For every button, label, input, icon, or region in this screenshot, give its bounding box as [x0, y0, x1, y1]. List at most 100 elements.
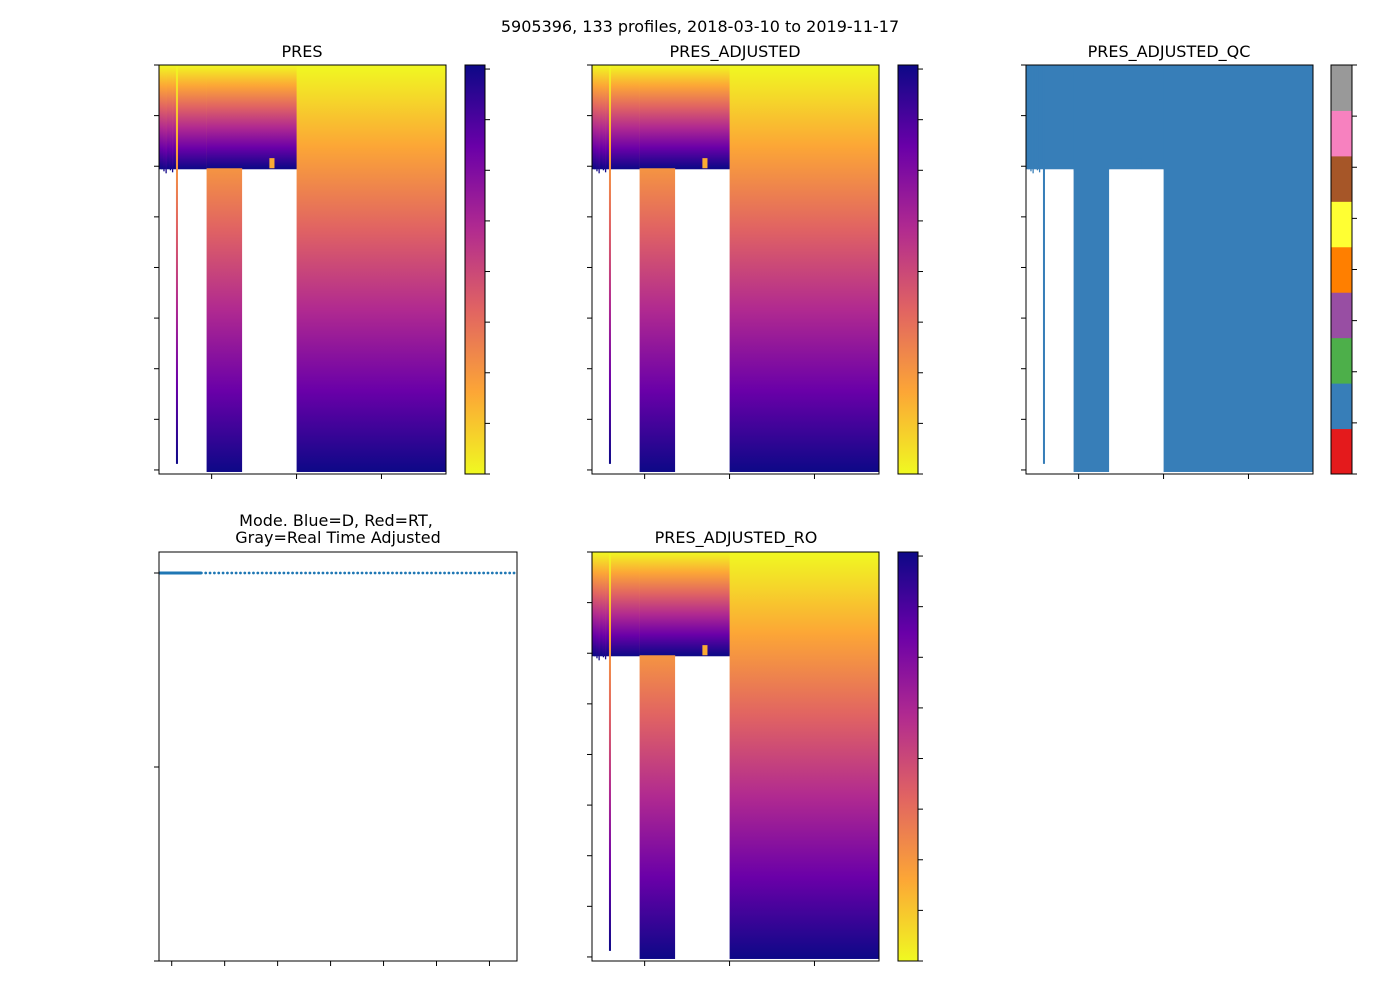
pres-profile-column	[159, 65, 161, 168]
pres_adjusted_ro-profile-column	[604, 552, 607, 660]
mode-point	[308, 571, 312, 575]
pres_adjusted_qc-profile-column	[1030, 65, 1032, 172]
mode-point	[395, 571, 399, 575]
mode-point	[404, 571, 407, 575]
mode-point	[451, 571, 455, 575]
pres-deep-cast-overlay	[175, 65, 178, 464]
pres-left-gap	[159, 178, 162, 474]
mode-point	[252, 571, 255, 575]
pres_adjusted_qc-colorbar-segment	[1331, 428, 1352, 475]
pres_adjusted_qc-data-gap	[1042, 170, 1074, 474]
mode-point	[286, 571, 290, 575]
mode-point	[221, 571, 225, 575]
pres-bump	[269, 158, 275, 169]
mode-point	[273, 571, 277, 575]
mode-point	[430, 571, 433, 575]
panel-pres-adjusted: PRES_ADJUSTED	[587, 42, 923, 479]
panel-title-pres: PRES	[281, 42, 322, 61]
pres-adjusted-qc-colorbar	[1330, 64, 1357, 475]
pres-profile-column	[169, 65, 172, 171]
pres_adjusted_ro-data-gap	[608, 657, 640, 961]
pres_adjusted_ro-profile-column	[596, 552, 598, 659]
pres_adjusted_qc-profile-column	[1038, 65, 1041, 173]
pres_adjusted_ro-mid-band	[639, 552, 730, 656]
pres-data-gap	[242, 169, 297, 474]
mode-point	[312, 571, 316, 575]
mode-point	[330, 571, 334, 575]
figure-suptitle: 5905396, 133 profiles, 2018-03-10 to 201…	[501, 17, 899, 36]
mode-point	[230, 571, 234, 575]
mode-point	[412, 571, 416, 575]
pres_adjusted_ro-profile-column	[602, 552, 605, 658]
pres-mid-band	[206, 65, 297, 169]
pres_adjusted-profile-column	[604, 65, 607, 173]
mode-point	[495, 571, 499, 575]
pres_adjusted_ro-profile-column	[592, 552, 594, 655]
pres-colorbar-frame	[464, 64, 486, 475]
pres_adjusted-bump	[702, 158, 708, 169]
pres_adjusted-left-gap	[592, 178, 595, 474]
mode-series	[159, 571, 516, 575]
pres_adjusted_qc-left-gap	[1026, 178, 1029, 474]
pres_adjusted-data-gap	[675, 169, 730, 474]
panel-title-pres-adjusted-qc: PRES_ADJUSTED_QC	[1088, 42, 1251, 62]
mode-point	[399, 571, 403, 575]
mode-point	[382, 571, 386, 575]
mode-point	[482, 571, 486, 575]
mode-point	[351, 571, 355, 575]
mode-point	[364, 571, 368, 575]
mode-point	[443, 571, 446, 575]
mode-point	[256, 571, 260, 575]
pres-profile-column	[171, 65, 174, 173]
panel-pres: PRES	[154, 42, 490, 479]
pres_adjusted_ro-profile-column	[607, 552, 609, 655]
mode-point	[408, 571, 412, 575]
pres_adjusted_ro-profile-column	[600, 552, 602, 656]
pres_adjusted_ro-profile-column	[598, 552, 600, 661]
mode-x-axis	[171, 961, 490, 966]
mode-y-axis	[154, 572, 159, 962]
pres_adjusted_ro-profile-column	[594, 552, 596, 657]
mode-point	[512, 571, 516, 575]
pres-adjusted-ro-y-axis	[587, 551, 592, 958]
mode-point	[473, 571, 477, 575]
mode-point	[490, 571, 494, 575]
pres_adjusted_qc-data-gap	[1109, 169, 1164, 474]
mode-point	[425, 571, 429, 575]
mode-point	[373, 571, 377, 575]
mode-point	[295, 571, 299, 575]
pres_adjusted-data-gap	[608, 170, 640, 474]
pres-data-gap	[175, 170, 207, 474]
pres_adjusted-colorbar-frame	[897, 64, 919, 475]
mode-point	[239, 571, 242, 575]
mode-point	[343, 571, 347, 575]
mode-point	[204, 571, 208, 575]
mode-point	[243, 571, 247, 575]
pres-profile-column	[167, 65, 169, 169]
mode-point	[226, 571, 229, 575]
pres_adjusted_ro-colorbar-gradient	[898, 552, 918, 961]
panel-pres-adjusted-ro: PRES_ADJUSTED_RO	[587, 528, 923, 966]
pres_adjusted-profile-column	[594, 65, 596, 170]
mode-point	[447, 571, 451, 575]
mode-point	[369, 571, 373, 575]
pres-y-axis	[154, 64, 159, 471]
pres-adjusted-colorbar	[897, 64, 923, 475]
pres-adjusted-qc-x-axis	[1078, 474, 1249, 479]
pres_adjusted_qc-deep-segment	[1163, 65, 1313, 472]
pres_adjusted_qc-colorbar-segment	[1331, 110, 1352, 157]
mode-point	[234, 571, 238, 575]
pres_adjusted_qc-profile-column	[1034, 65, 1036, 169]
mode-axes-frame	[158, 551, 518, 962]
mode-point	[217, 571, 221, 575]
mode-point	[338, 571, 342, 575]
mode-point	[508, 571, 512, 575]
pres-x-axis	[211, 474, 382, 479]
pres_adjusted_qc-colorbar-segment	[1331, 337, 1352, 384]
pres-adjusted-qc-axes-frame	[1025, 64, 1314, 475]
mode-point	[304, 571, 307, 575]
mode-point	[360, 571, 364, 575]
mode-point	[199, 571, 203, 575]
mode-point	[421, 571, 425, 575]
pres_adjusted_ro-colorbar-frame	[897, 551, 919, 962]
